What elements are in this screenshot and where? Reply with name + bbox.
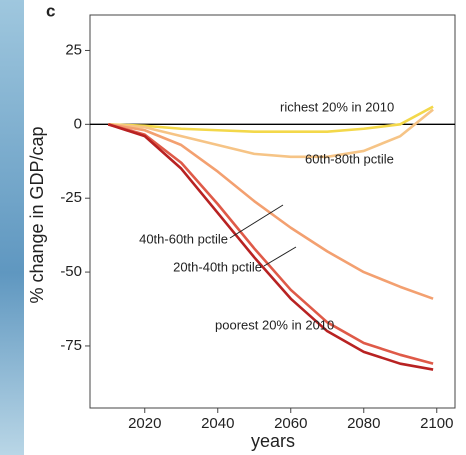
y-axis-label: % change in GDP/cap	[27, 126, 47, 303]
y-tick-label: -25	[60, 189, 82, 206]
y-tick-label: -75	[60, 337, 82, 354]
y-tick-label: 0	[74, 115, 82, 132]
series-line	[108, 108, 434, 159]
series-line	[107, 123, 434, 371]
series-line	[107, 123, 434, 365]
series-line	[108, 123, 434, 300]
x-tick-label: 2080	[347, 415, 380, 432]
series-label: 60th-80th pctile	[305, 151, 394, 166]
leader-line	[229, 204, 284, 239]
x-tick-label: 2040	[201, 415, 234, 432]
series-line	[108, 105, 434, 134]
series-label: poorest 20% in 2010	[215, 317, 334, 332]
series-label: richest 20% in 2010	[280, 99, 394, 114]
panel-label: c	[46, 1, 55, 20]
leader-line	[263, 246, 297, 267]
y-tick-label: -50	[60, 263, 82, 280]
x-tick-label: 2100	[420, 415, 453, 432]
background-strip	[0, 0, 24, 455]
x-axis-label: years	[251, 431, 295, 451]
series-label: 40th-60th pctile	[139, 231, 228, 246]
x-tick-label: 2020	[128, 415, 161, 432]
y-tick-label: 25	[65, 41, 82, 58]
series-label: 20th-40th pctile	[173, 259, 262, 274]
x-tick-label: 2060	[274, 415, 307, 432]
